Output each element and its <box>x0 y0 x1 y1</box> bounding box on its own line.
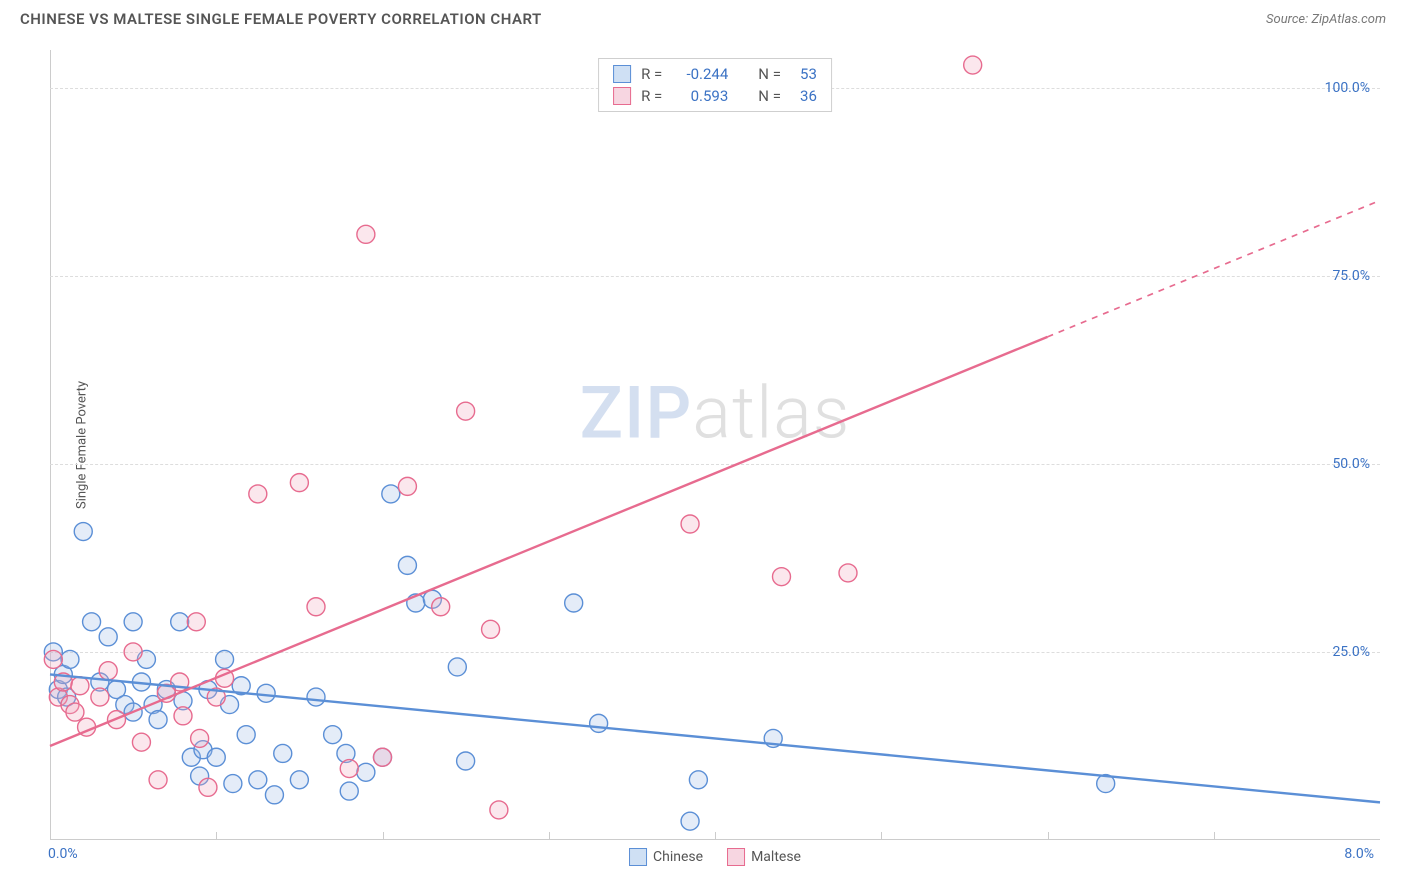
series-legend-item: Maltese <box>727 848 801 866</box>
x-axis-min-label: 0.0% <box>48 846 78 862</box>
scatter-point <box>83 613 101 631</box>
trend-line-dashed <box>1048 200 1381 336</box>
scatter-point <box>689 771 707 789</box>
scatter-point <box>340 760 358 778</box>
scatter-point <box>249 485 267 503</box>
chart-header: CHINESE VS MALTESE SINGLE FEMALE POVERTY… <box>0 0 1406 34</box>
scatter-point <box>99 628 117 646</box>
scatter-point <box>124 643 142 661</box>
scatter-point <box>44 650 62 668</box>
scatter-point <box>357 763 375 781</box>
scatter-point <box>224 775 242 793</box>
trend-lines-layer <box>50 200 1380 802</box>
scatter-point <box>61 650 79 668</box>
legend-swatch-maltese <box>727 848 745 866</box>
legend-swatch-maltese <box>613 87 631 105</box>
scatter-point <box>174 707 192 725</box>
scatter-point <box>681 515 699 533</box>
chart-area: Single Female Poverty 25.0%50.0%75.0%100… <box>50 50 1380 840</box>
scatter-point <box>199 778 217 796</box>
correlation-legend-row: R = 0.593 N = 36 <box>613 85 817 107</box>
scatter-point <box>237 726 255 744</box>
source-name: ZipAtlas.com <box>1311 12 1386 27</box>
scatter-point <box>307 688 325 706</box>
n-label: N = <box>758 65 781 83</box>
scatter-point <box>457 402 475 420</box>
scatter-point <box>374 748 392 766</box>
scatter-point <box>398 556 416 574</box>
n-value: 53 <box>791 65 817 83</box>
scatter-point <box>565 594 583 612</box>
r-label: R = <box>641 87 662 105</box>
scatter-point <box>71 677 89 695</box>
points-layer <box>44 56 1114 830</box>
scatter-point <box>149 771 167 789</box>
scatter-point <box>171 613 189 631</box>
correlation-legend: R = -0.244 N = 53 R = 0.593 N = 36 <box>598 58 832 112</box>
scatter-point <box>249 771 267 789</box>
scatter-point <box>290 474 308 492</box>
scatter-point <box>91 688 109 706</box>
scatter-point <box>216 650 234 668</box>
correlation-legend-row: R = -0.244 N = 53 <box>613 63 817 85</box>
scatter-point <box>681 812 699 830</box>
r-value: 0.593 <box>672 87 728 105</box>
scatter-point <box>124 613 142 631</box>
scatter-point <box>398 477 416 495</box>
scatter-point <box>66 703 84 721</box>
scatter-point <box>265 786 283 804</box>
scatter-point <box>382 485 400 503</box>
scatter-point <box>964 56 982 74</box>
series-legend-label: Chinese <box>653 849 703 865</box>
scatter-point <box>149 711 167 729</box>
scatter-point <box>457 752 475 770</box>
scatter-point <box>191 729 209 747</box>
x-axis-max-label: 8.0% <box>1344 846 1374 862</box>
source-prefix: Source: <box>1266 12 1311 27</box>
scatter-point <box>207 748 225 766</box>
scatter-point <box>490 801 508 819</box>
scatter-plot-svg <box>50 50 1380 840</box>
scatter-point <box>448 658 466 676</box>
scatter-point <box>773 568 791 586</box>
scatter-point <box>482 620 500 638</box>
legend-swatch-chinese <box>629 848 647 866</box>
scatter-point <box>307 598 325 616</box>
scatter-point <box>290 771 308 789</box>
scatter-point <box>839 564 857 582</box>
series-legend: Chinese Maltese <box>629 848 801 866</box>
series-legend-label: Maltese <box>751 849 801 865</box>
scatter-point <box>432 598 450 616</box>
r-value: -0.244 <box>672 65 728 83</box>
scatter-point <box>340 782 358 800</box>
n-label: N = <box>758 87 781 105</box>
chart-title: CHINESE VS MALTESE SINGLE FEMALE POVERTY… <box>20 10 542 28</box>
n-value: 36 <box>791 87 817 105</box>
series-legend-item: Chinese <box>629 848 703 866</box>
trend-line <box>50 337 1048 746</box>
scatter-point <box>274 744 292 762</box>
legend-swatch-chinese <box>613 65 631 83</box>
scatter-point <box>590 714 608 732</box>
scatter-point <box>357 225 375 243</box>
scatter-point <box>74 523 92 541</box>
scatter-point <box>132 733 150 751</box>
scatter-point <box>257 684 275 702</box>
scatter-point <box>187 613 205 631</box>
r-label: R = <box>641 65 662 83</box>
scatter-point <box>324 726 342 744</box>
scatter-point <box>99 662 117 680</box>
source-attribution: Source: ZipAtlas.com <box>1266 12 1386 27</box>
